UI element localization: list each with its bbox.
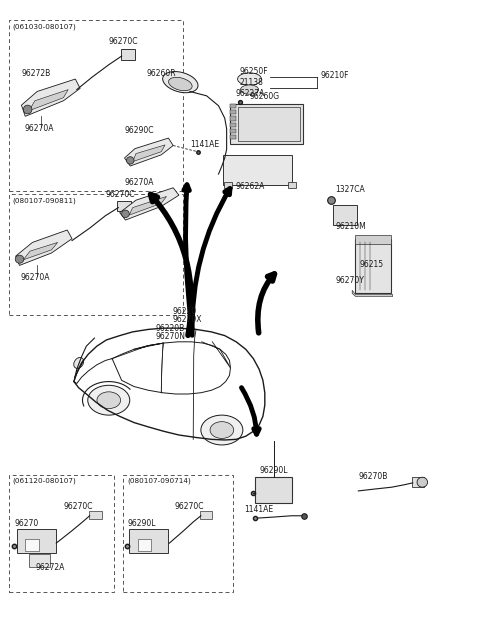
Text: 96260G: 96260G xyxy=(250,92,280,101)
Ellipse shape xyxy=(417,477,428,487)
Bar xyxy=(129,529,168,553)
Polygon shape xyxy=(22,79,80,116)
Ellipse shape xyxy=(201,415,243,445)
Ellipse shape xyxy=(24,105,32,114)
Ellipse shape xyxy=(168,77,192,90)
Polygon shape xyxy=(16,230,72,265)
Bar xyxy=(17,529,56,553)
Polygon shape xyxy=(129,197,167,215)
Bar xyxy=(230,129,236,133)
Text: (080107-090811): (080107-090811) xyxy=(12,197,76,203)
Bar xyxy=(356,235,391,243)
Text: 96210M: 96210M xyxy=(336,222,366,232)
Bar xyxy=(333,205,357,225)
Text: 96270A: 96270A xyxy=(24,124,54,133)
Bar xyxy=(288,182,296,188)
Text: 1327CA: 1327CA xyxy=(336,185,365,194)
Polygon shape xyxy=(29,90,68,110)
Ellipse shape xyxy=(210,422,234,439)
Text: 96220B: 96220B xyxy=(155,324,184,333)
Ellipse shape xyxy=(121,210,129,218)
Bar xyxy=(356,239,391,293)
Bar xyxy=(230,135,236,139)
Bar xyxy=(9,475,114,592)
Text: 96270C: 96270C xyxy=(174,502,204,511)
Text: 96270X: 96270X xyxy=(172,314,202,324)
Text: 96270C: 96270C xyxy=(109,37,138,46)
Text: 96220: 96220 xyxy=(172,307,196,316)
Text: 96270: 96270 xyxy=(15,519,39,528)
Text: 96250F: 96250F xyxy=(239,67,268,76)
Bar xyxy=(223,155,292,185)
Bar xyxy=(117,202,131,212)
Ellipse shape xyxy=(15,255,24,263)
Bar xyxy=(9,20,183,191)
Text: 96270N: 96270N xyxy=(155,332,185,341)
Text: 96210F: 96210F xyxy=(320,71,348,80)
Bar xyxy=(224,182,232,188)
Bar xyxy=(255,477,292,504)
Bar xyxy=(238,107,300,141)
Text: 21138: 21138 xyxy=(239,78,263,87)
Text: 96262A: 96262A xyxy=(235,182,264,191)
Text: 96272B: 96272B xyxy=(22,69,51,78)
Bar xyxy=(230,104,236,108)
Bar xyxy=(230,122,236,127)
Ellipse shape xyxy=(88,385,130,415)
Polygon shape xyxy=(124,138,173,166)
Bar xyxy=(9,194,183,315)
Ellipse shape xyxy=(163,72,198,93)
Bar xyxy=(89,511,102,520)
Bar xyxy=(229,104,303,144)
Text: 96290L: 96290L xyxy=(259,466,288,475)
Text: 96270C: 96270C xyxy=(106,190,135,199)
Ellipse shape xyxy=(240,85,259,94)
Text: 96270A: 96270A xyxy=(124,177,154,187)
Polygon shape xyxy=(24,242,58,260)
Text: 96270A: 96270A xyxy=(21,273,50,282)
Text: 96227A: 96227A xyxy=(235,89,264,99)
Text: 1141AE: 1141AE xyxy=(191,140,219,149)
Bar xyxy=(29,554,50,567)
Text: 96270C: 96270C xyxy=(63,502,93,511)
Text: 96270B: 96270B xyxy=(359,472,388,481)
Bar xyxy=(200,511,212,520)
Text: 96290C: 96290C xyxy=(124,126,154,135)
Ellipse shape xyxy=(238,73,262,85)
Bar xyxy=(120,49,135,61)
Text: 96260R: 96260R xyxy=(147,69,177,79)
Text: 96290L: 96290L xyxy=(127,519,156,528)
Ellipse shape xyxy=(97,392,120,409)
Text: (080107-090714): (080107-090714) xyxy=(127,478,191,484)
Text: (061030-080107): (061030-080107) xyxy=(12,23,76,29)
Ellipse shape xyxy=(74,358,84,368)
Text: (061120-080107): (061120-080107) xyxy=(12,478,76,484)
Bar xyxy=(138,539,151,551)
Bar xyxy=(123,475,233,592)
Ellipse shape xyxy=(126,157,134,164)
Text: 96270Y: 96270Y xyxy=(336,276,364,285)
Text: 1141AE: 1141AE xyxy=(244,505,273,514)
Text: 96272A: 96272A xyxy=(36,563,65,572)
Polygon shape xyxy=(352,290,393,296)
Polygon shape xyxy=(120,188,179,220)
Bar xyxy=(230,116,236,120)
Text: 96215: 96215 xyxy=(360,260,384,268)
Bar xyxy=(412,477,424,487)
Polygon shape xyxy=(132,145,165,162)
Bar xyxy=(230,110,236,114)
Bar xyxy=(25,539,38,551)
